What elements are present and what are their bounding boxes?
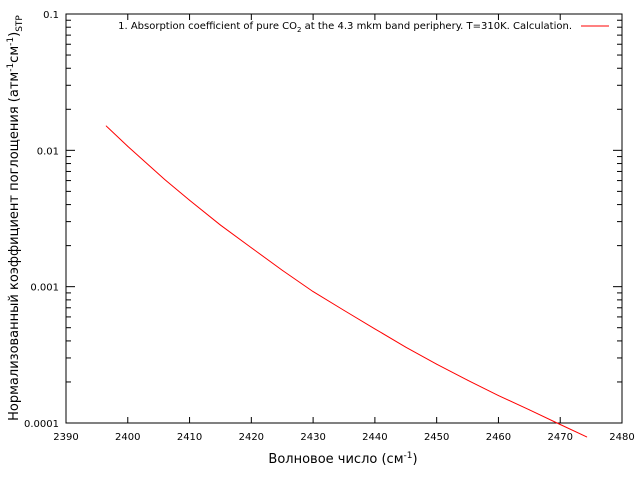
- y-axis-label-sup2: -1: [6, 37, 16, 46]
- y-axis-ticks: 0.0001 0.001 0.01 0.1: [24, 10, 622, 430]
- data-point: [586, 436, 588, 438]
- data-point: [436, 363, 438, 365]
- series-layer: [105, 125, 588, 438]
- data-point: [343, 309, 345, 311]
- data-point: [127, 145, 129, 147]
- x-axis-label: Волновое число (см-1): [268, 451, 417, 467]
- plot-frame: [65, 13, 623, 424]
- legend-label-rest: at the 4.3 mkm band periphery. T=310K. C…: [301, 21, 572, 32]
- legend-label-subscript: 2: [297, 26, 301, 34]
- data-point: [220, 224, 221, 226]
- y-axis-label-subscript: STP: [15, 15, 25, 32]
- x-tick-label: 2410: [177, 432, 202, 443]
- data-point: [189, 199, 190, 201]
- data-point: [467, 379, 468, 381]
- x-tick-label: 2390: [53, 432, 78, 443]
- x-axis-label-main: Волновое число (см: [268, 452, 403, 467]
- y-tick-label: 0.01: [37, 146, 59, 157]
- x-tick-label: 2480: [609, 432, 634, 443]
- y-tick-label: 0.0001: [24, 419, 59, 430]
- x-axis-label-superscript: -1: [404, 451, 413, 461]
- data-point: [374, 328, 376, 330]
- x-tick-label: 2420: [239, 432, 264, 443]
- y-axis-label-sup1: -1: [6, 63, 16, 72]
- x-tick-label: 2460: [486, 432, 511, 443]
- x-axis-ticks: 2390 2400 2410 2420 2430 2440 2450 2460 2470 2480: [53, 14, 635, 443]
- y-tick-label: 0.001: [30, 283, 59, 294]
- x-tick-label: 2470: [547, 432, 572, 443]
- y-axis-label: Нормализованный коэффициент поглощения (…: [6, 15, 25, 421]
- x-tick-label: 2400: [115, 432, 140, 443]
- data-point: [164, 179, 166, 181]
- y-tick-label: 0.1: [43, 10, 59, 21]
- data-point: [498, 395, 499, 396]
- y-axis-label-mid: см: [7, 46, 22, 63]
- data-point: [250, 247, 252, 249]
- data-point: [105, 125, 107, 127]
- data-point: [405, 346, 407, 348]
- x-tick-label: 2450: [424, 432, 449, 443]
- x-tick-label: 2430: [300, 432, 325, 443]
- legend-label: 1. Absorption coefficient of pure CO2 at…: [118, 21, 572, 34]
- data-point: [312, 291, 314, 293]
- series-line: [105, 125, 588, 438]
- data-point: [281, 269, 283, 271]
- data-point: [528, 409, 530, 411]
- y-axis-label-end: ): [7, 32, 22, 37]
- x-axis-label-end: ): [412, 452, 417, 467]
- x-tick-label: 2440: [362, 432, 387, 443]
- data-point: [559, 424, 561, 425]
- y-axis-label-main: Нормализованный коэффициент поглощения (…: [7, 72, 22, 421]
- legend-label-main: 1. Absorption coefficient of pure CO: [118, 21, 297, 32]
